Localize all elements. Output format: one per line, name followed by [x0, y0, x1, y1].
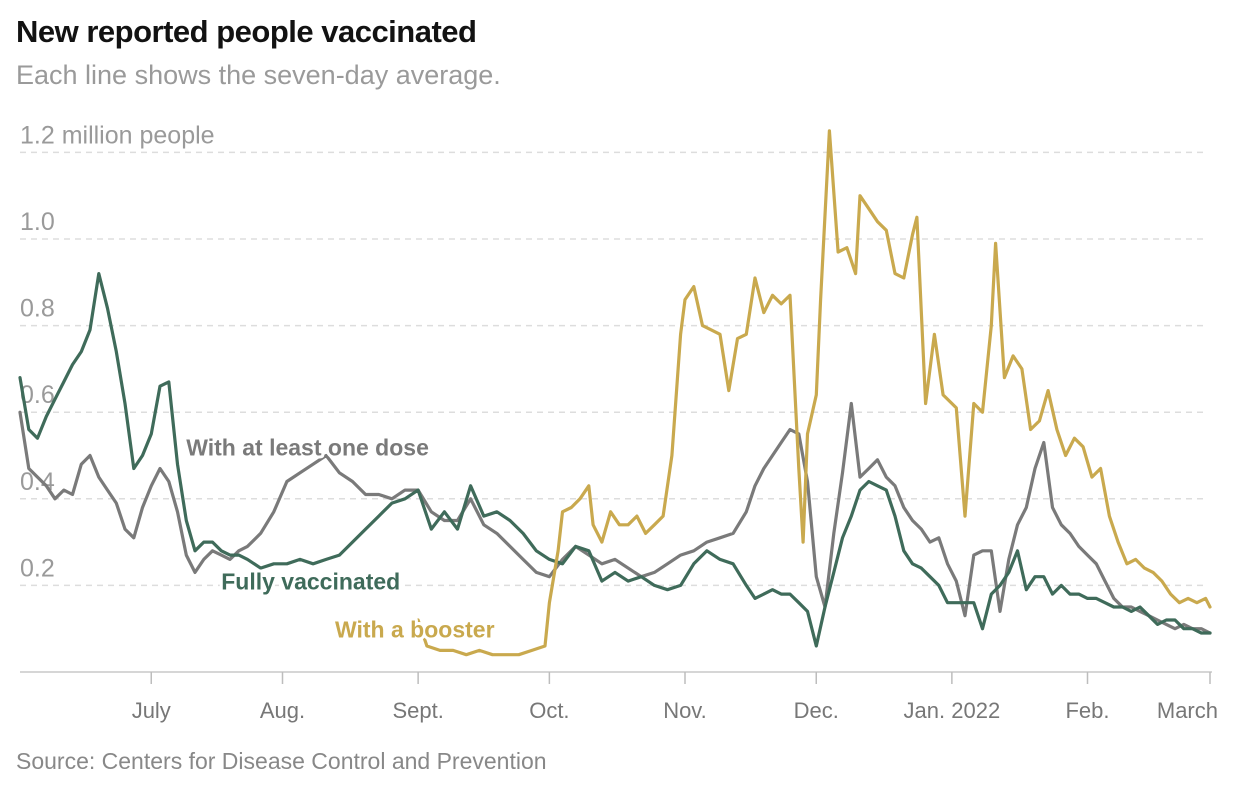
series-label-halo: With at least one dose — [186, 435, 429, 461]
chart-title: New reported people vaccinated — [16, 14, 477, 49]
x-tick-label: Sept. — [392, 698, 443, 723]
series-line-with-a-booster — [416, 129, 1212, 657]
y-tick-label: 0.8 — [20, 295, 55, 323]
y-tick-label: 1.0 — [20, 208, 55, 236]
series-label-fully-vaccinated: Fully vaccinated — [221, 569, 400, 595]
line-chart: 0.20.40.60.81.01.2 million people July Au… — [18, 121, 1218, 723]
series-line-with-at-least-one-dose — [18, 401, 1212, 635]
series-label-halo: Fully vaccinated — [221, 569, 400, 595]
chart-subtitle: Each line shows the seven-day average. — [16, 60, 501, 90]
x-tick-label: Dec. — [794, 698, 839, 723]
x-tick-label: Aug. — [260, 698, 305, 723]
x-tick-label: March — [1157, 698, 1218, 723]
x-tick-label: July — [132, 698, 171, 723]
series-line-fully-vaccinated — [18, 272, 1212, 648]
series-label-halo: With a booster — [335, 616, 495, 642]
x-axis-labels: July Aug. Sept. Oct. Nov. Dec. Jan. 2022 Feb. Ma… — [132, 672, 1218, 723]
x-tick-label: Nov. — [663, 698, 707, 723]
y-tick-label: 1.2 million people — [20, 121, 215, 149]
source-note: Source: Centers for Disease Control and … — [16, 748, 547, 774]
y-tick-label: 0.2 — [20, 554, 55, 582]
series-label-with-at-least-one-dose: With at least one dose — [186, 435, 429, 461]
series-label-with-a-booster: With a booster — [335, 616, 495, 642]
x-tick-label: Feb. — [1065, 698, 1109, 723]
gridlines — [20, 151, 1205, 587]
x-tick-label: Jan. 2022 — [904, 698, 1001, 723]
x-tick-label: Oct. — [529, 698, 569, 723]
series-lines — [18, 129, 1212, 657]
